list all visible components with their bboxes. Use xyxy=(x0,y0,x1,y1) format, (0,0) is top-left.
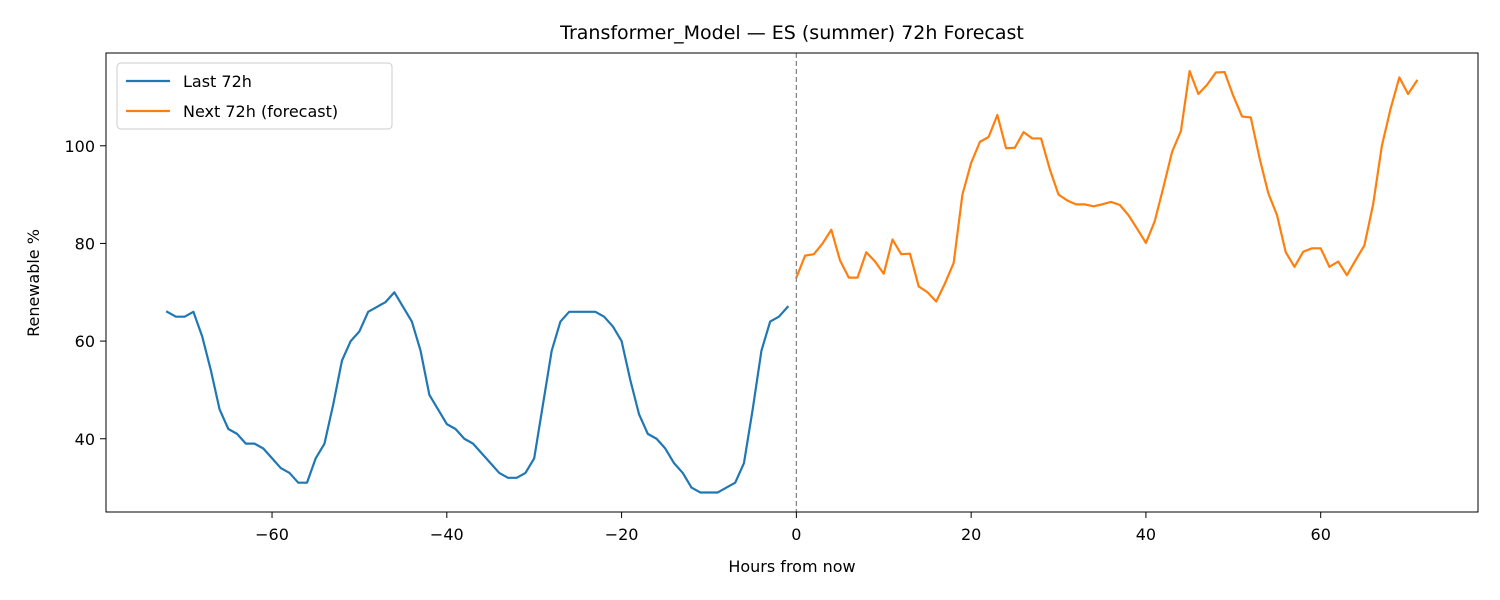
x-tick-label: −60 xyxy=(255,525,289,544)
y-axis-label: Renewable % xyxy=(24,229,43,337)
x-tick-label: −20 xyxy=(605,525,639,544)
legend-label-last-72h: Last 72h xyxy=(183,72,252,91)
plot-frame xyxy=(105,52,1479,513)
legend: Last 72h Next 72h (forecast) xyxy=(116,62,393,130)
y-tick-label: 80 xyxy=(75,234,95,253)
y-tick-label: 100 xyxy=(64,137,95,156)
x-tick-label: 60 xyxy=(1311,525,1331,544)
y-axis: 40 60 80 100 xyxy=(64,137,106,449)
x-tick-label: 20 xyxy=(961,525,981,544)
y-tick-label: 40 xyxy=(75,430,95,449)
series-line-0 xyxy=(165,291,790,494)
series-line-1 xyxy=(794,69,1419,303)
x-tick-label: 0 xyxy=(791,525,801,544)
x-axis-label: Hours from now xyxy=(728,557,855,576)
x-tick-label: −40 xyxy=(430,525,464,544)
legend-label-forecast: Next 72h (forecast) xyxy=(183,102,338,121)
x-tick-label: 40 xyxy=(1136,525,1156,544)
x-axis: −60 −40 −20 0 20 40 60 xyxy=(255,512,1331,544)
series-layer xyxy=(165,69,1419,494)
y-tick-label: 60 xyxy=(75,332,95,351)
chart-title: Transformer_Model — ES (summer) 72h Fore… xyxy=(559,22,1024,44)
legend-box xyxy=(116,62,393,130)
